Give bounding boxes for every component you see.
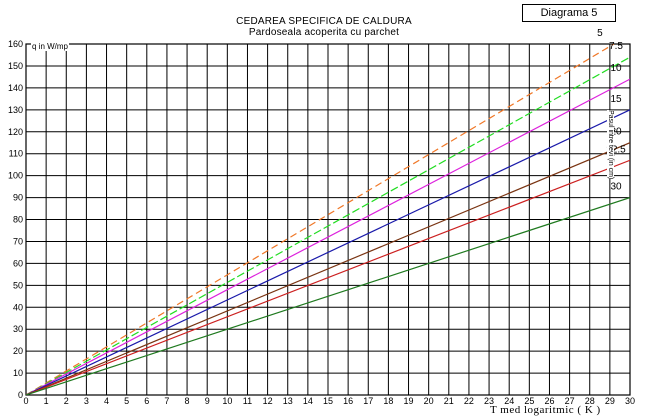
y-tick-label: 130: [8, 105, 23, 115]
x-axis-label: T med logaritmic ( K ): [490, 404, 601, 416]
series-label: 22.5: [606, 144, 626, 155]
y-tick-label: 150: [8, 61, 23, 71]
chart-subtitle: Pardoseala acoperita cu parchet: [248, 27, 400, 38]
x-tick-label: 9: [205, 396, 210, 406]
diagram-label: Diagrama 5: [522, 4, 616, 22]
x-tick-label: 12: [263, 396, 273, 406]
x-tick-label: 8: [185, 396, 190, 406]
x-tick-label: 16: [343, 396, 353, 406]
x-tick-label: 30: [625, 396, 635, 406]
series-labels: 5 7.5 10 15 20 22.5 30: [597, 28, 626, 193]
series-line-5: [26, 44, 615, 395]
series-label: 20: [610, 127, 622, 138]
x-tick-label: 20: [424, 396, 434, 406]
x-tick-label: 3: [84, 396, 89, 406]
series-line-15: [26, 109, 630, 395]
series-lines: [26, 44, 630, 395]
x-tick-label: 11: [243, 396, 252, 406]
chart-title: CEDAREA SPECIFICA DE CALDURA: [236, 16, 412, 27]
y-axis-label: q in W/mp: [31, 42, 70, 51]
y-tick-label: 20: [13, 346, 23, 356]
series-label: 7.5: [609, 41, 623, 52]
x-tick-label: 26: [544, 396, 554, 406]
series-label: 30: [610, 182, 622, 193]
x-tick-label: 13: [283, 396, 293, 406]
x-tick-label: 2: [64, 396, 69, 406]
y-tick-label: 60: [13, 258, 23, 268]
series-line-20: [26, 142, 630, 395]
y-tick-label: 0: [18, 390, 23, 400]
legend-title: Pasul intre tevi (in cm): [607, 110, 614, 180]
x-tick-label: 23: [484, 396, 494, 406]
series-line-7-5: [26, 56, 630, 395]
x-tick-label: 19: [404, 396, 414, 406]
x-tick-label: 4: [104, 396, 109, 406]
x-tick-label: 21: [444, 396, 454, 406]
x-tick-label: 17: [363, 396, 373, 406]
series-label: 5: [597, 28, 603, 39]
x-tick-label: 29: [605, 396, 615, 406]
y-tick-label: 140: [8, 83, 23, 93]
x-tick-label: 7: [164, 396, 169, 406]
x-tick-label: 18: [383, 396, 393, 406]
y-tick-label: 10: [13, 368, 23, 378]
x-tick-label: 0: [23, 396, 28, 406]
x-tick-label: 22: [464, 396, 474, 406]
y-tick-label: 160: [8, 39, 23, 49]
plot-border: [25, 43, 631, 396]
y-tick-label: 80: [13, 215, 23, 225]
x-tick-label: 24: [504, 396, 514, 406]
series-line-22-5: [26, 159, 630, 395]
y-tick-label: 100: [8, 171, 23, 181]
series-label: 10: [610, 63, 622, 74]
y-tick-label: 110: [9, 149, 23, 159]
series-label: 15: [610, 94, 622, 105]
y-tick-label: 120: [8, 127, 23, 137]
x-tick-label: 25: [524, 396, 534, 406]
series-line-10: [26, 78, 630, 395]
y-tick-label: 30: [13, 324, 23, 334]
x-tick-label: 15: [323, 396, 333, 406]
tick-labels: 0 1 2 3 4 5 6 7 8 9 10 11 12 13 14 15 16 17 18 19 20 21 22 23 24…: [8, 39, 635, 406]
x-tick-label: 28: [585, 396, 595, 406]
x-tick-label: 27: [565, 396, 575, 406]
y-tick-label: 40: [13, 302, 23, 312]
x-tick-label: 1: [44, 396, 49, 406]
y-tick-label: 90: [13, 193, 23, 203]
x-tick-label: 10: [222, 396, 232, 406]
series-line-30: [26, 196, 630, 395]
x-tick-label: 14: [303, 396, 313, 406]
y-tick-label: 70: [13, 236, 23, 246]
grid: [25, 43, 631, 396]
x-tick-label: 5: [124, 396, 129, 406]
x-tick-label: 6: [144, 396, 149, 406]
y-tick-label: 50: [13, 280, 23, 290]
